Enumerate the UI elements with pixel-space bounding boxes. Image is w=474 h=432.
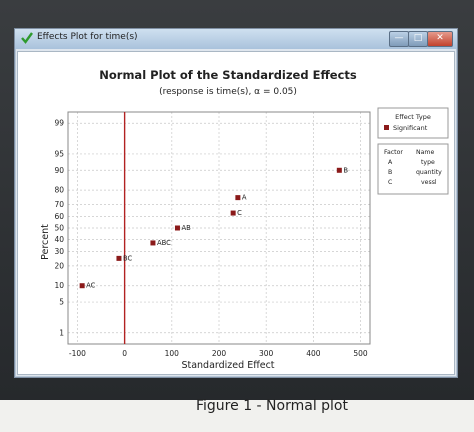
legend-box [377, 107, 449, 139]
figure-caption: Figure 1 - Normal plot [196, 398, 348, 414]
point-label-ab: AB [181, 224, 191, 232]
plot-box [67, 111, 371, 345]
point-label-bc: BC [123, 254, 133, 262]
point-label-b: B [343, 166, 348, 174]
y-tick-label: 10 [54, 281, 64, 290]
chart-subtitle: (response is time(s), α = 0.05) [159, 87, 297, 97]
factor-c: C [388, 179, 392, 186]
tick-labels: -100 0 100 200 300 400 500 1 5 10 20 30 40 50 60 70 80 90… [54, 119, 367, 358]
legend-marker [384, 125, 389, 130]
grid-lines [68, 112, 370, 344]
point-label-a: A [242, 194, 247, 202]
y-tick-label: 95 [54, 149, 64, 158]
x-tick-label: 500 [353, 349, 368, 358]
y-tick-label: 40 [54, 235, 64, 244]
y-tick-label: 60 [54, 212, 64, 221]
x-axis-label: Standardized Effect [181, 360, 274, 371]
plot-area: -100 0 100 200 300 400 500 1 5 10 20 30 40 50 60 70 80 90… [17, 51, 455, 375]
data-point-c [230, 210, 236, 216]
factor-a-name: type [421, 159, 435, 166]
factor-b-name: quantity [416, 169, 442, 176]
data-point-bc [116, 255, 122, 261]
check-icon [21, 32, 33, 44]
point-label-c: C [237, 209, 242, 217]
y-tick-label: 80 [54, 186, 64, 195]
factor-header: Factor [384, 149, 403, 156]
data-point-ac [79, 283, 85, 289]
y-tick-label: 5 [59, 298, 64, 307]
legend-title: Effect Type [395, 113, 431, 121]
data-point-ab [174, 225, 180, 231]
x-tick-label: -100 [69, 349, 86, 358]
y-tick-label: 90 [54, 166, 64, 175]
y-tick-label: 99 [54, 119, 64, 128]
x-tick-label: 100 [165, 349, 180, 358]
y-tick-label: 20 [54, 261, 64, 270]
y-tick-label: 1 [59, 328, 64, 337]
x-tick-label: 200 [212, 349, 227, 358]
maximize-button[interactable]: □ [408, 31, 428, 47]
point-label-ac: AC [86, 282, 96, 290]
chart-title: Normal Plot of the Standardized Effects [99, 68, 357, 82]
factor-b: B [388, 169, 392, 176]
close-button[interactable]: ✕ [427, 31, 453, 47]
data-point-a [235, 195, 241, 201]
legend-entry: Significant [393, 124, 428, 132]
y-tick-label: 70 [54, 200, 64, 209]
name-header: Name [416, 149, 434, 156]
factor-c-name: vessl [421, 179, 437, 186]
x-tick-label: 400 [306, 349, 321, 358]
y-tick-label: 50 [54, 224, 64, 233]
factor-table [377, 143, 449, 195]
y-axis-label: Percent [40, 224, 51, 260]
data-point-abc [150, 240, 156, 246]
normal-plot-chart: -100 0 100 200 300 400 500 1 5 10 20 30 40 50 60 70 80 90… [40, 68, 449, 371]
effects-plot-window: Effects Plot for time(s) — □ ✕ -100 0 100 2… [14, 28, 458, 378]
factor-a: A [388, 159, 393, 166]
x-tick-label: 0 [122, 349, 127, 358]
title-bar[interactable]: Effects Plot for time(s) — □ ✕ [15, 29, 457, 49]
window-title: Effects Plot for time(s) [37, 32, 138, 42]
minimize-button[interactable]: — [389, 31, 409, 47]
point-label-abc: ABC [157, 239, 171, 247]
y-tick-label: 30 [54, 247, 64, 256]
data-point-b [336, 167, 342, 173]
x-tick-label: 300 [259, 349, 274, 358]
